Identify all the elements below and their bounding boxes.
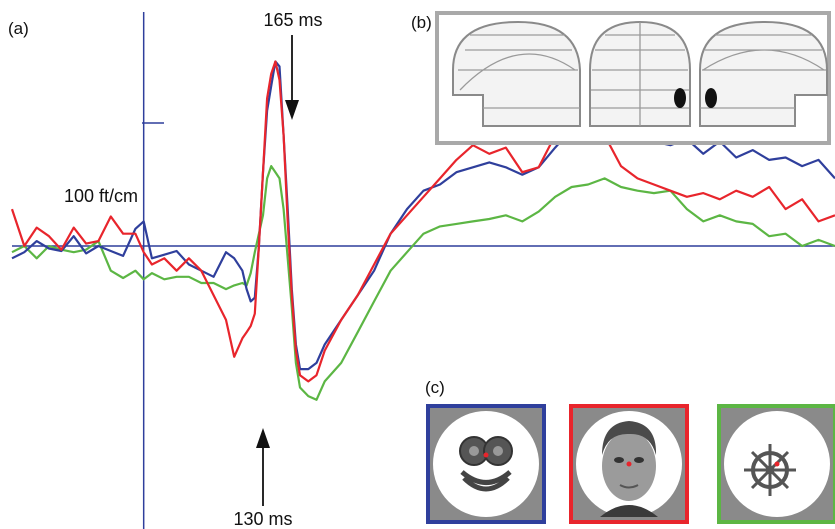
helmet-front-view — [589, 20, 691, 127]
stimulus-ship-wheel — [717, 404, 835, 524]
arrow-up-icon — [256, 428, 270, 506]
sensor-array-panel — [435, 11, 831, 145]
panel-label-a: (a) — [8, 19, 29, 38]
helmet-right-view — [699, 20, 828, 127]
stimulus-photo-face — [569, 404, 689, 524]
sensor-marker — [674, 88, 686, 108]
series-line-red — [10, 60, 835, 383]
series-line-green — [11, 165, 835, 401]
peak-top-label: 165 ms — [263, 10, 322, 30]
scale-label: 100 ft/cm — [64, 186, 138, 206]
arrow-down-icon — [285, 35, 299, 120]
helmet-left-view — [452, 20, 581, 127]
stimulus-cartoon-face — [426, 404, 546, 524]
panel-label-b: (b) — [411, 13, 432, 32]
peak-bottom-label: 130 ms — [233, 509, 292, 529]
panel-label-c: (c) — [425, 378, 445, 397]
sensor-marker — [705, 88, 717, 108]
